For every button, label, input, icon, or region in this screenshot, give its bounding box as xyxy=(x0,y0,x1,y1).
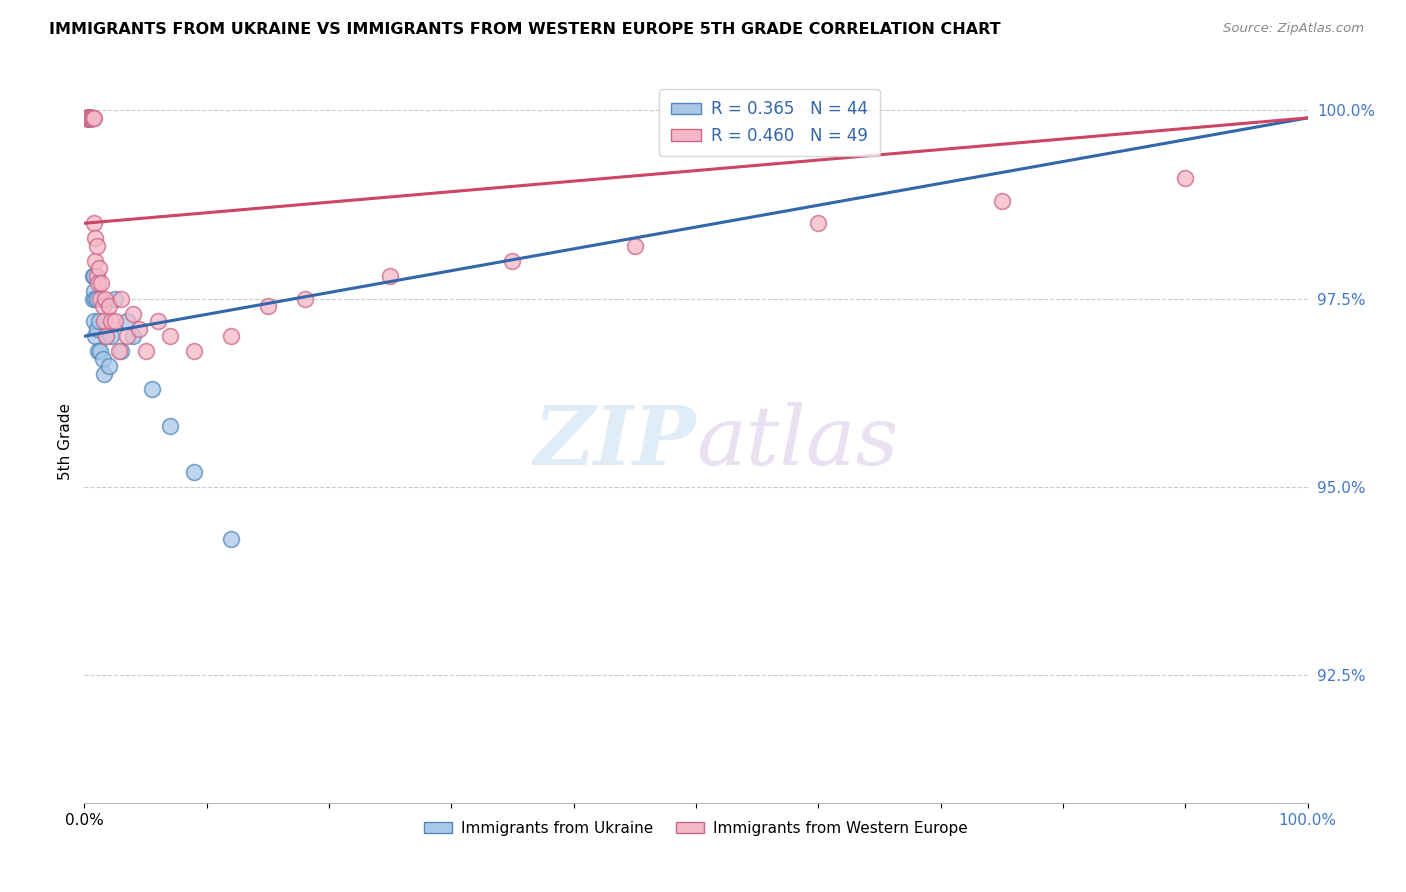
Point xyxy=(79,111,101,125)
Point xyxy=(87,314,110,328)
Point xyxy=(80,111,103,125)
Point xyxy=(77,111,100,125)
Point xyxy=(86,292,108,306)
Point xyxy=(89,292,111,306)
Text: atlas: atlas xyxy=(696,401,898,482)
Point xyxy=(77,111,100,125)
Point xyxy=(83,268,105,283)
Point xyxy=(87,344,110,359)
Point xyxy=(79,111,101,125)
Point xyxy=(77,111,100,125)
Point xyxy=(135,344,157,359)
Point xyxy=(93,367,115,381)
Point xyxy=(87,261,110,276)
Point xyxy=(84,292,107,306)
Point xyxy=(76,111,98,125)
Point xyxy=(77,111,100,125)
Point xyxy=(110,344,132,359)
Point xyxy=(219,533,242,547)
Point xyxy=(159,419,181,434)
Point xyxy=(83,284,105,298)
Point xyxy=(77,111,100,125)
Point xyxy=(89,344,111,359)
Point xyxy=(128,321,150,335)
Point xyxy=(115,314,138,328)
Point xyxy=(91,351,114,366)
Point xyxy=(75,111,97,125)
Point xyxy=(122,329,145,343)
Point xyxy=(96,329,118,343)
Point xyxy=(96,329,118,343)
Point xyxy=(294,292,316,306)
Point xyxy=(91,299,114,313)
Point xyxy=(75,111,97,125)
Point xyxy=(84,329,107,343)
Point xyxy=(86,321,108,335)
Point xyxy=(97,359,120,374)
Y-axis label: 5th Grade: 5th Grade xyxy=(58,403,73,480)
Point xyxy=(94,292,117,306)
Point xyxy=(80,111,103,125)
Point xyxy=(100,314,122,328)
Point xyxy=(380,268,402,283)
Point xyxy=(110,292,132,306)
Point xyxy=(84,231,107,245)
Point xyxy=(76,111,98,125)
Point xyxy=(115,329,138,343)
Text: Source: ZipAtlas.com: Source: ZipAtlas.com xyxy=(1223,22,1364,36)
Point xyxy=(80,111,103,125)
Text: IMMIGRANTS FROM UKRAINE VS IMMIGRANTS FROM WESTERN EUROPE 5TH GRADE CORRELATION : IMMIGRANTS FROM UKRAINE VS IMMIGRANTS FR… xyxy=(49,22,1001,37)
Point xyxy=(93,314,115,328)
Point xyxy=(77,111,100,125)
Point xyxy=(86,268,108,283)
Point xyxy=(159,329,181,343)
Point xyxy=(183,344,205,359)
Point xyxy=(83,111,105,125)
Point xyxy=(104,314,127,328)
Point xyxy=(83,314,105,328)
Point xyxy=(80,111,103,125)
Point xyxy=(82,111,104,125)
Point xyxy=(86,239,108,253)
Point xyxy=(77,111,100,125)
Point xyxy=(141,382,163,396)
Point xyxy=(76,111,98,125)
Point xyxy=(991,194,1014,208)
Point xyxy=(90,277,112,291)
Point xyxy=(82,292,104,306)
Point xyxy=(146,314,169,328)
Point xyxy=(122,307,145,321)
Point xyxy=(77,111,100,125)
Point xyxy=(107,344,129,359)
Point xyxy=(77,111,100,125)
Point xyxy=(82,268,104,283)
Point xyxy=(79,111,101,125)
Point xyxy=(84,254,107,268)
Point xyxy=(87,277,110,291)
Point xyxy=(80,111,103,125)
Point xyxy=(77,111,100,125)
Point xyxy=(77,111,100,125)
Point xyxy=(82,111,104,125)
Point xyxy=(77,111,100,125)
Point xyxy=(502,254,524,268)
Text: ZIP: ZIP xyxy=(533,401,696,482)
Point xyxy=(624,239,647,253)
Point xyxy=(97,299,120,313)
Point xyxy=(807,216,830,230)
Point xyxy=(75,111,97,125)
Point xyxy=(75,111,97,125)
Point xyxy=(79,111,101,125)
Point xyxy=(183,465,205,479)
Point xyxy=(1174,171,1197,186)
Point xyxy=(257,299,280,313)
Point xyxy=(76,111,98,125)
Point xyxy=(79,111,101,125)
Point xyxy=(83,216,105,230)
Point xyxy=(100,329,122,343)
Legend: Immigrants from Ukraine, Immigrants from Western Europe: Immigrants from Ukraine, Immigrants from… xyxy=(418,815,974,842)
Point xyxy=(219,329,242,343)
Point xyxy=(104,292,127,306)
Point xyxy=(76,111,98,125)
